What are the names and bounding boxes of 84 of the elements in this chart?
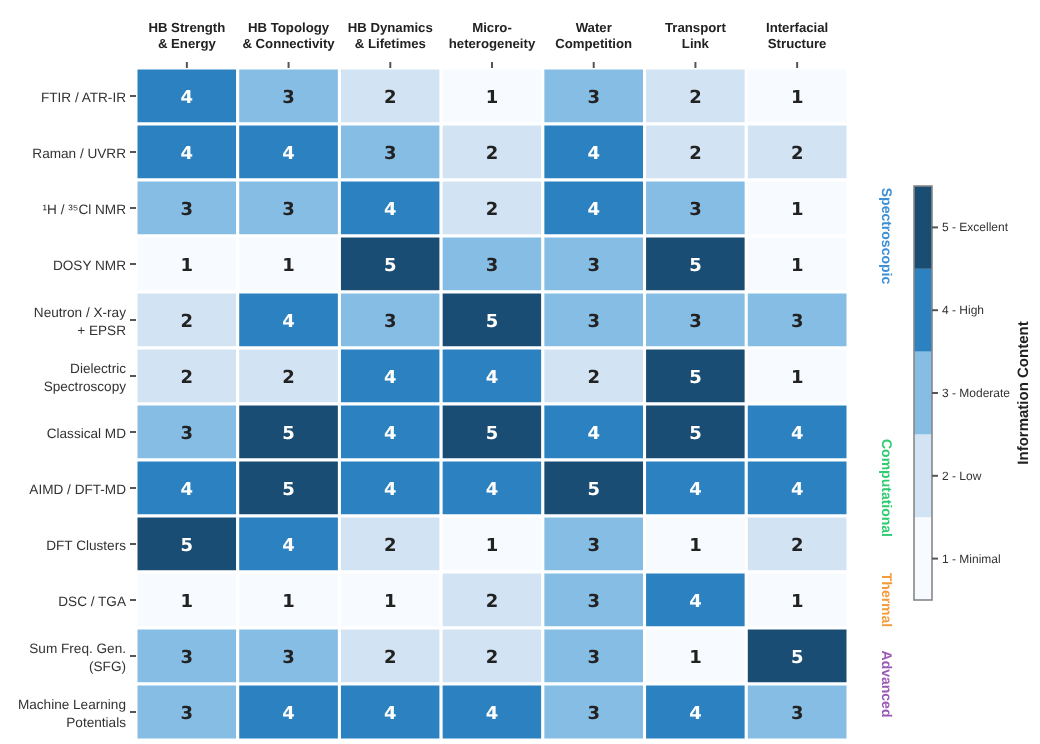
- data-label: 1: [282, 593, 295, 613]
- data-label: 3: [180, 705, 194, 725]
- data-label: 1: [689, 649, 702, 669]
- data-label: 1: [384, 593, 397, 613]
- data-label: 5: [384, 257, 397, 277]
- data-label: 4: [689, 705, 702, 725]
- data-label: 5: [689, 425, 702, 445]
- data-label: 3: [587, 705, 600, 725]
- data-label: 3: [587, 89, 600, 109]
- data-label: 1: [180, 257, 194, 277]
- data-label: 4: [790, 425, 804, 445]
- data-label: 1: [790, 89, 804, 109]
- data-label: 3: [689, 313, 702, 333]
- data-label: 3: [282, 89, 295, 109]
- data-label: 1: [485, 89, 499, 109]
- data-label: 2: [384, 649, 397, 669]
- data-label: 4: [384, 425, 397, 445]
- data-label: 2: [180, 369, 194, 389]
- data-label: 1: [180, 593, 194, 613]
- data-label: 4: [282, 537, 295, 557]
- data-label: 4: [384, 705, 397, 725]
- data-label: 2: [790, 537, 804, 557]
- data-label: 5: [790, 649, 804, 669]
- data-label: 4: [587, 201, 600, 221]
- data-label: 5: [180, 537, 194, 557]
- data-label: 4: [282, 705, 295, 725]
- data-label: 4: [587, 425, 600, 445]
- data-label: 2: [689, 89, 702, 109]
- data-label: 5: [689, 369, 702, 389]
- data-label: 3: [689, 201, 702, 221]
- data-label: 4: [689, 481, 702, 501]
- data-label: 5: [587, 481, 600, 501]
- data-label: 4: [485, 705, 499, 725]
- data-label: 4: [485, 369, 499, 389]
- data-label: 3: [180, 425, 194, 445]
- data-label: 1: [790, 593, 804, 613]
- data-label: 4: [282, 145, 295, 165]
- data-label: 3: [587, 593, 600, 613]
- data-label: 2: [384, 537, 397, 557]
- data-label: 4: [587, 145, 600, 165]
- data-label: 4: [485, 481, 499, 501]
- data-label: 5: [282, 481, 295, 501]
- data-label: 3: [180, 649, 194, 669]
- data-label: 5: [485, 313, 499, 333]
- data-label: 4: [790, 481, 804, 501]
- data-label: 1: [790, 257, 804, 277]
- data-label: 3: [485, 257, 499, 277]
- data-label: 1: [485, 537, 499, 557]
- data-label: 1: [282, 257, 295, 277]
- data-label: 2: [485, 593, 499, 613]
- data-label: 3: [587, 257, 600, 277]
- data-label: 2: [485, 649, 499, 669]
- data-label: 1: [689, 537, 702, 557]
- data-label: 3: [790, 313, 804, 333]
- data-label: 2: [384, 89, 397, 109]
- data-label: 4: [689, 593, 702, 613]
- data-label: 3: [384, 313, 397, 333]
- data-label: 3: [384, 145, 397, 165]
- data-label: 2: [282, 369, 295, 389]
- data-label: 3: [790, 705, 804, 725]
- data-label: 1: [790, 369, 804, 389]
- data-label: 3: [282, 201, 295, 221]
- data-label: 2: [790, 145, 804, 165]
- data-label: 2: [587, 369, 600, 389]
- data-label: 1: [790, 201, 804, 221]
- data-label: 2: [689, 145, 702, 165]
- data-label: 5: [485, 425, 499, 445]
- data-label: 3: [587, 313, 600, 333]
- data-label: 3: [587, 649, 600, 669]
- data-label: 3: [282, 649, 295, 669]
- data-label: 4: [384, 481, 397, 501]
- data-label: 4: [180, 481, 194, 501]
- data-label: 4: [180, 145, 194, 165]
- data-label: 5: [282, 425, 295, 445]
- data-label: 2: [180, 313, 194, 333]
- data-label: 2: [485, 201, 499, 221]
- data-label: 4: [180, 89, 194, 109]
- data-label: 3: [587, 537, 600, 557]
- data-label: 4: [282, 313, 295, 333]
- data-label: 2: [485, 145, 499, 165]
- data-label: 5: [689, 257, 702, 277]
- data-label: 3: [180, 201, 194, 221]
- data-label: 4: [384, 369, 397, 389]
- data-label: 4: [384, 201, 397, 221]
